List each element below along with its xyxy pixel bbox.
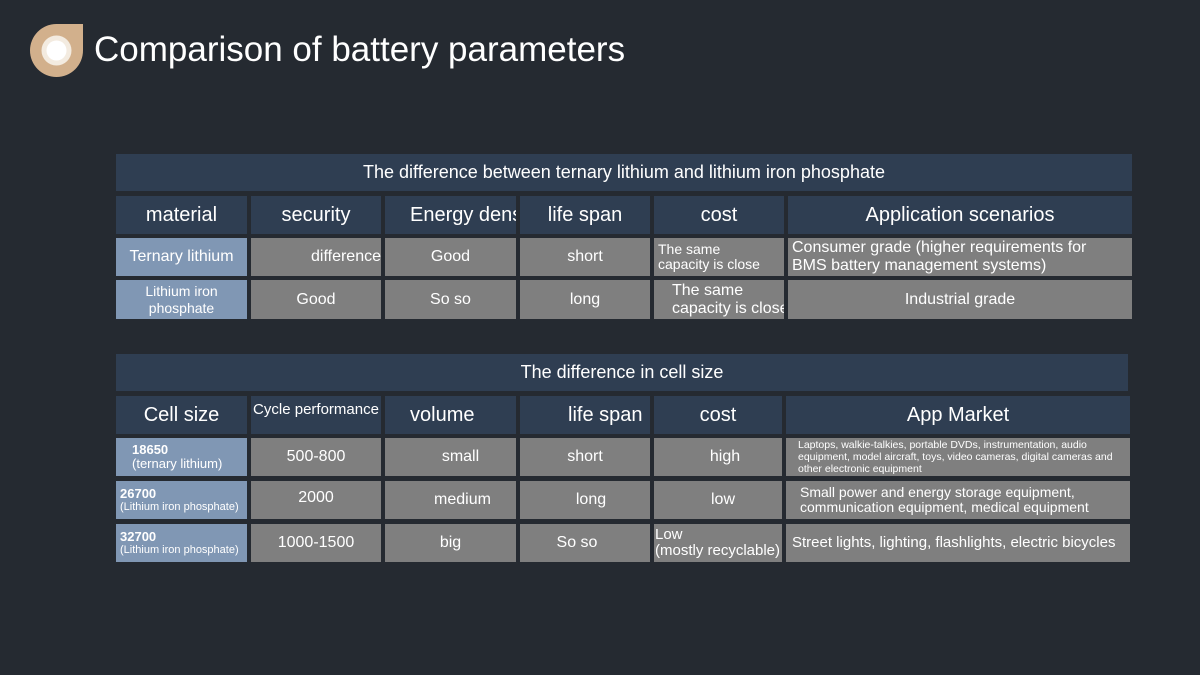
application-line-2: BMS battery management systems) xyxy=(792,257,1047,274)
cost-value: low xyxy=(654,481,782,519)
cost-value: The same capacity is close xyxy=(654,238,784,276)
table-banner: The difference in cell size xyxy=(116,354,1128,391)
life-span-value: long xyxy=(520,481,650,519)
header-cell-size: Cell size xyxy=(116,396,247,434)
cost-line-1: The same xyxy=(672,281,744,299)
security-value: Good xyxy=(251,280,381,319)
header-life-span: life span xyxy=(520,196,650,234)
volume-value: medium xyxy=(385,481,516,519)
header-application-scenarios: Application scenarios xyxy=(788,196,1132,234)
logo-icon xyxy=(30,24,83,77)
market-line-2: communication equipment, medical equipme… xyxy=(800,499,1089,515)
cycle-value: 500-800 xyxy=(251,438,381,476)
cell-size-code: 26700 xyxy=(120,485,157,501)
header-security: security xyxy=(251,196,381,234)
row-label-26700: 26700 (Lithium iron phosphate) xyxy=(116,481,247,519)
application-line-1: Consumer grade (higher requirements for xyxy=(792,239,1087,257)
cost-line-1: The same xyxy=(658,240,721,257)
cell-chemistry: (Lithium iron phosphate) xyxy=(120,544,239,557)
header-cost: cost xyxy=(654,196,784,234)
row-label-line-2: phosphate xyxy=(148,299,215,316)
header-life-span: life span xyxy=(520,396,650,434)
row-label-line-1: Lithium iron xyxy=(145,282,218,299)
volume-value: small xyxy=(385,438,516,476)
header-volume: volume xyxy=(385,396,516,434)
cell-size-code: 18650 xyxy=(132,441,169,457)
header-app-market: App Market xyxy=(786,396,1130,434)
life-span-value: short xyxy=(520,238,650,276)
app-market-value: Street lights, lighting, flashlights, el… xyxy=(786,524,1130,562)
life-span-value: long xyxy=(520,280,650,319)
header-cycle-performance: Cycle performance xyxy=(251,396,381,434)
security-value: difference xyxy=(251,238,381,276)
row-label-ternary-lithium: Ternary lithium xyxy=(116,238,247,276)
row-label-32700: 32700 (Lithium iron phosphate) xyxy=(116,524,247,562)
header-energy-density: Energy densi xyxy=(385,196,516,234)
cycle-value: 2000 xyxy=(251,481,381,519)
cost-line-1: Low xyxy=(655,525,683,543)
application-value: Consumer grade (higher requirements for … xyxy=(788,238,1132,276)
row-label-18650: 18650 (ternary lithium) xyxy=(116,438,247,476)
row-label-lithium-iron-phosphate: Lithium iron phosphate xyxy=(116,280,247,319)
cell-chemistry: (ternary lithium) xyxy=(132,456,223,471)
cost-value: high xyxy=(654,438,782,476)
cycle-value: 1000-1500 xyxy=(251,524,381,562)
application-value: Industrial grade xyxy=(788,280,1132,319)
market-line-1: Small power and energy storage equipment… xyxy=(800,483,1075,500)
energy-density-value: So so xyxy=(385,280,516,319)
app-market-value: Laptops, walkie-talkies, portable DVDs, … xyxy=(786,438,1130,476)
cost-line-2: capacity is close xyxy=(658,256,760,272)
app-market-value: Small power and energy storage equipment… xyxy=(786,481,1130,519)
life-span-value: short xyxy=(520,438,650,476)
cost-value: The same capacity is close xyxy=(654,280,784,319)
energy-density-value: Good xyxy=(385,238,516,276)
cell-size-code: 32700 xyxy=(120,528,157,544)
table-banner: The difference between ternary lithium a… xyxy=(116,154,1132,191)
life-span-value: So so xyxy=(520,524,650,562)
header-cost: cost xyxy=(654,396,782,434)
cost-value: Low (mostly recyclable) xyxy=(654,524,782,562)
page-title: Comparison of battery parameters xyxy=(94,30,626,69)
cost-line-2: capacity is close xyxy=(672,299,784,317)
cost-line-2: (mostly recyclable) xyxy=(655,542,781,559)
header-material: material xyxy=(116,196,247,234)
volume-value: big xyxy=(385,524,516,562)
cell-chemistry: (Lithium iron phosphate) xyxy=(120,501,239,514)
